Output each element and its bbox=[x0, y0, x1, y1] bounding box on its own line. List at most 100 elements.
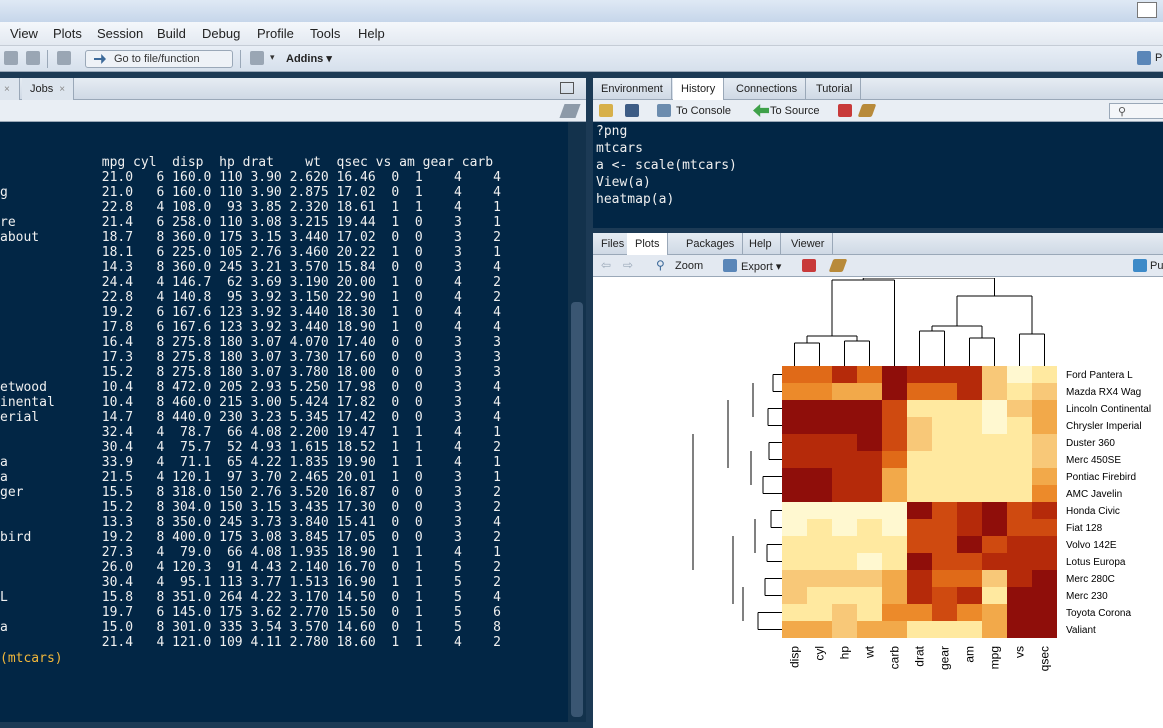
print-icon[interactable] bbox=[57, 51, 71, 65]
column-label: drat bbox=[913, 645, 927, 666]
to-console-icon[interactable] bbox=[657, 104, 671, 117]
broom-icon[interactable] bbox=[857, 104, 877, 117]
heatmap-cell bbox=[832, 366, 857, 383]
tab-connections[interactable]: Connections bbox=[728, 78, 807, 100]
publish-button[interactable]: Pu bbox=[1150, 260, 1163, 272]
row-label: Fiat 128 bbox=[1066, 523, 1103, 534]
zoom-button[interactable]: Zoom bbox=[675, 260, 704, 272]
history-search-input[interactable]: ⚲ bbox=[1109, 103, 1163, 119]
publish-icon[interactable] bbox=[1133, 259, 1147, 272]
heatmap-cell bbox=[957, 553, 982, 570]
heatmap-cell bbox=[932, 451, 957, 468]
heatmap-cell bbox=[807, 451, 832, 468]
heatmap-cell bbox=[1032, 502, 1057, 519]
zoom-icon[interactable]: ⚲ bbox=[656, 258, 665, 272]
row-label: Duster 360 bbox=[1066, 438, 1115, 449]
to-console-button[interactable]: To Console bbox=[676, 105, 732, 117]
heatmap-cell bbox=[982, 434, 1007, 451]
heatmap-cell bbox=[1007, 366, 1032, 383]
heatmap-cell bbox=[932, 400, 957, 417]
tab-environment[interactable]: Environment bbox=[593, 78, 672, 100]
save-all-icon[interactable] bbox=[26, 51, 40, 65]
heatmap-cell bbox=[907, 536, 932, 553]
save-icon[interactable] bbox=[625, 104, 639, 117]
heatmap-cell bbox=[882, 383, 907, 400]
heatmap-cell bbox=[857, 587, 882, 604]
heatmap-cell bbox=[832, 621, 857, 638]
heatmap-cell bbox=[857, 434, 882, 451]
export-icon[interactable] bbox=[723, 259, 737, 272]
remove-icon[interactable] bbox=[838, 104, 852, 117]
window-close-button[interactable] bbox=[1137, 2, 1157, 18]
project-label[interactable]: P bbox=[1155, 52, 1163, 64]
heatmap-cell bbox=[882, 604, 907, 621]
maximize-pane-icon[interactable] bbox=[560, 82, 574, 94]
heatmap-cell bbox=[1032, 468, 1057, 485]
heatmap-cell bbox=[1032, 519, 1057, 536]
row-label: Pontiac Firebird bbox=[1066, 472, 1136, 483]
history-toolbar: To Console To Source ⚲ bbox=[593, 100, 1163, 122]
broom-icon[interactable] bbox=[828, 259, 848, 272]
search-icon: ⚲ bbox=[1118, 106, 1127, 118]
heatmap-cell bbox=[807, 434, 832, 451]
menu-debug[interactable]: Debug bbox=[202, 26, 241, 41]
tab-viewer[interactable]: Viewer bbox=[783, 233, 834, 255]
heatmap-cell bbox=[907, 383, 932, 400]
export-button[interactable]: Export ▾ bbox=[741, 261, 782, 273]
column-label: am bbox=[963, 646, 977, 663]
tab-terminal[interactable]: × bbox=[0, 78, 20, 100]
menu-view[interactable]: View bbox=[10, 26, 38, 41]
broom-icon[interactable] bbox=[559, 104, 581, 118]
open-folder-icon[interactable] bbox=[599, 104, 613, 117]
heatmap-cell bbox=[932, 519, 957, 536]
heatmap-cell bbox=[782, 587, 807, 604]
heatmap-cell bbox=[982, 587, 1007, 604]
menu-help[interactable]: Help bbox=[358, 26, 385, 41]
console-scrollbar[interactable] bbox=[568, 122, 586, 722]
menu-profile[interactable]: Profile bbox=[257, 26, 294, 41]
column-label: hp bbox=[838, 646, 852, 660]
chevron-down-icon[interactable]: ▾ bbox=[270, 52, 275, 62]
heatmap-cell bbox=[907, 570, 932, 587]
menu-build[interactable]: Build bbox=[157, 26, 186, 41]
project-icon[interactable] bbox=[1137, 51, 1151, 65]
heatmap-cell bbox=[957, 621, 982, 638]
heatmap-cell bbox=[1032, 621, 1057, 638]
tab-jobs[interactable]: Jobs × bbox=[22, 78, 75, 100]
tab-history[interactable]: History bbox=[673, 78, 725, 100]
console-output[interactable]: mpg cyl disp hp drat wt qsec vs am gear … bbox=[0, 122, 568, 722]
column-label: carb bbox=[888, 646, 902, 670]
heatmap-cell bbox=[782, 604, 807, 621]
plot-toolbar: ⇦ ⇨ ⚲ Zoom Export ▾ Pu bbox=[593, 255, 1163, 277]
tab-tutorial[interactable]: Tutorial bbox=[808, 78, 862, 100]
column-label: cyl bbox=[813, 646, 827, 661]
tab-packages[interactable]: Packages bbox=[678, 233, 744, 255]
goto-file-function-input[interactable]: Go to file/function bbox=[85, 50, 233, 68]
addins-button[interactable]: Addins ▾ bbox=[286, 53, 332, 65]
menu-tools[interactable]: Tools bbox=[310, 26, 341, 41]
heatmap-cell bbox=[857, 485, 882, 502]
tab-plots[interactable]: Plots bbox=[627, 233, 669, 255]
heatmap-cell bbox=[982, 570, 1007, 587]
heatmap-cell bbox=[1032, 604, 1057, 621]
grid-layout-icon[interactable] bbox=[250, 51, 264, 65]
console-last-command: (mtcars) bbox=[0, 651, 63, 666]
heatmap-cell bbox=[857, 383, 882, 400]
heatmap-cell bbox=[857, 468, 882, 485]
row-label: Lincoln Continental bbox=[1066, 404, 1151, 415]
history-text: ?png mtcars a <- scale(mtcars) View(a) h… bbox=[596, 124, 737, 207]
forward-arrow-icon[interactable]: ⇨ bbox=[623, 258, 634, 272]
menu-session[interactable]: Session bbox=[97, 26, 144, 41]
to-source-button[interactable]: To Source bbox=[770, 105, 820, 117]
heatmap-cell bbox=[957, 366, 982, 383]
remove-plot-icon[interactable] bbox=[802, 259, 816, 272]
back-arrow-icon[interactable]: ⇦ bbox=[601, 258, 612, 272]
tab-help[interactable]: Help bbox=[741, 233, 781, 255]
to-source-icon[interactable] bbox=[753, 104, 769, 117]
scrollbar-thumb[interactable] bbox=[571, 302, 583, 717]
save-icon[interactable] bbox=[4, 51, 18, 65]
heatmap-cell bbox=[882, 536, 907, 553]
menu-plots[interactable]: Plots bbox=[53, 26, 82, 41]
heatmap-cell bbox=[832, 485, 857, 502]
heatmap-cell bbox=[957, 485, 982, 502]
